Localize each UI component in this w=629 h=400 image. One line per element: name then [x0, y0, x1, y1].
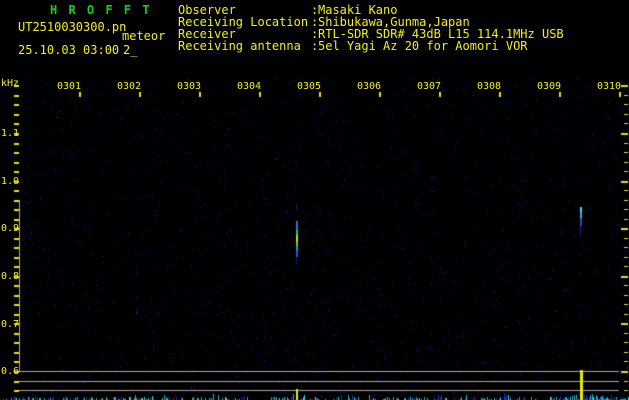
colon: :: [311, 27, 319, 41]
colon: :: [311, 15, 319, 29]
info-value-observer: Masaki Kano: [318, 3, 398, 17]
mode-label: meteor: [122, 29, 166, 43]
info-value-antenna: 5el Yagi Az 20 for Aomori VOR: [318, 39, 528, 53]
info-value-location: Shibukawa,Gunma,Japan: [318, 15, 470, 29]
filename-label: UT2510030300.pn: [18, 20, 127, 34]
sample-counter: 2_: [123, 43, 138, 57]
time-tick-label: 0306: [357, 81, 382, 92]
time-tick-label: 0302: [117, 81, 142, 92]
info-label-observer: Observer: [178, 3, 236, 17]
info-value-receiver: RTL-SDR SDR# 43dB L15 114.1MHz USB: [318, 27, 564, 41]
time-tick-label: 0307: [417, 81, 442, 92]
freq-axis-unit: kHz: [1, 78, 20, 89]
freq-tick-label: 0.6: [0, 366, 19, 377]
info-label-location: Receiving Location: [178, 15, 309, 29]
colon: :: [311, 39, 319, 53]
timestamp-label: 25.10.03 03:00: [18, 43, 120, 57]
freq-tick-label: 0.7: [0, 319, 19, 330]
freq-tick-label: 1.1: [0, 128, 19, 139]
freq-tick-label: 1.0: [0, 176, 19, 187]
time-tick-label: 0310: [597, 81, 622, 92]
colon: :: [311, 3, 319, 17]
freq-tick-label: 0.8: [0, 271, 19, 282]
time-tick-label: 0301: [57, 81, 82, 92]
time-tick-label: 0305: [297, 81, 322, 92]
time-tick-label: 0309: [537, 81, 562, 92]
info-label-antenna: Receiving antenna: [178, 39, 301, 53]
info-label-receiver: Receiver: [178, 27, 236, 41]
time-tick-label: 0303: [177, 81, 202, 92]
freq-tick-label: 0.9: [0, 223, 19, 234]
app-title: H R O F F T: [50, 3, 152, 17]
time-tick-label: 0304: [237, 81, 262, 92]
time-tick-label: 0308: [477, 81, 502, 92]
